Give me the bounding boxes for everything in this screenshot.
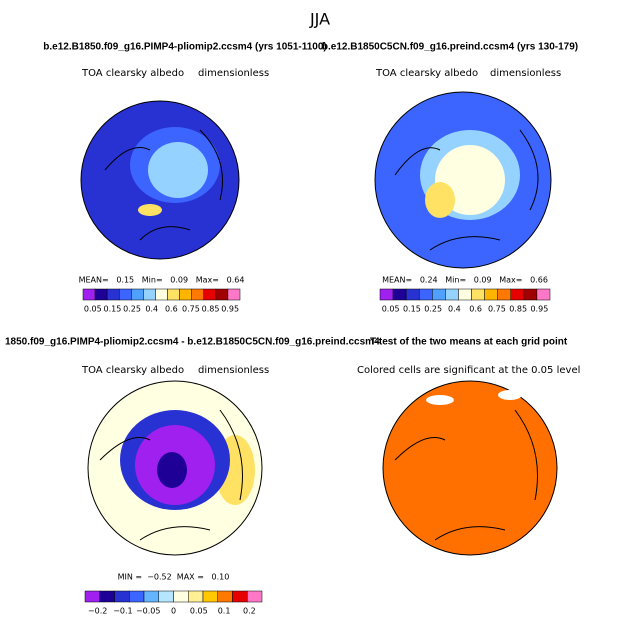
colorbar-label: −0.1 — [113, 607, 132, 616]
colorbar-label: 0.2 — [243, 607, 256, 616]
map — [80, 100, 240, 260]
colorbar-box — [118, 288, 132, 301]
colorbar-box — [188, 590, 204, 603]
field-label: TOA clearsky albedo — [375, 68, 478, 79]
colorbar-box — [99, 590, 115, 603]
colorbar-box — [94, 288, 108, 301]
stats: MEAN= 0.24 Min= 0.09 Max= 0.66 — [382, 276, 548, 285]
colorbar-label: −0.05 — [136, 607, 161, 616]
colorbar-box — [203, 288, 217, 301]
colorbar-label: 0.15 — [104, 305, 122, 314]
colorbar-label: 0.6 — [165, 305, 178, 314]
colorbar-box — [143, 288, 156, 301]
stats: MIN = −0.52 MAX = 0.10 — [118, 573, 230, 582]
colorbar-box — [392, 288, 407, 301]
colorbar-box — [536, 288, 551, 301]
colorbar-label: 0.75 — [488, 305, 506, 314]
colorbar-label: 0.95 — [530, 305, 548, 314]
colorbar-label: 0.05 — [382, 305, 400, 314]
panel-title: b.e12.B1850.f09_g16.PIMP4-pliomip2.ccsm4… — [43, 42, 327, 53]
units-label: dimensionless — [490, 68, 561, 79]
panel-title: 1850.f09_g16.PIMP4-pliomip2.ccsm4 - b.e1… — [5, 337, 380, 348]
colorbar-box — [227, 288, 241, 301]
stats: MEAN= 0.15 Min= 0.09 Max= 0.64 — [79, 276, 245, 285]
field-label: Colored cells are significant at the 0.0… — [357, 365, 580, 376]
units-label: dimensionless — [198, 68, 269, 79]
colorbar-box — [217, 590, 233, 603]
colorbar-label: 0.85 — [509, 305, 527, 314]
colorbar-box — [129, 590, 145, 603]
colorbar-label: 0.95 — [221, 305, 239, 314]
units-label: dimensionless — [198, 365, 269, 376]
colorbar-box — [379, 288, 394, 301]
colorbar-label: 0.4 — [448, 305, 461, 314]
colorbar-label: 0.85 — [202, 305, 220, 314]
colorbar-box — [155, 288, 168, 301]
panel-title: b.e12.B1850C5CN.f09_g16.preind.ccsm4 (yr… — [322, 42, 578, 53]
field-label: TOA clearsky albedo — [81, 68, 184, 79]
colorbar-box — [167, 288, 180, 301]
colorbar-label: 0.05 — [190, 607, 208, 616]
colorbar-label: 0.25 — [424, 305, 442, 314]
colorbar-box — [179, 288, 192, 301]
colorbar-box — [215, 288, 229, 301]
colorbar-label: 0.05 — [84, 305, 102, 314]
panel-title: T-test of the two means at each grid poi… — [370, 337, 568, 348]
colorbar-label: 0.1 — [218, 607, 231, 616]
colorbar-label: 0.25 — [123, 305, 141, 314]
colorbar-box — [510, 288, 525, 301]
colorbar-label: −0.2 — [88, 607, 107, 616]
colorbar-box — [247, 590, 263, 603]
main-title: JJA — [309, 10, 330, 29]
colorbar-box — [458, 288, 472, 301]
colorbar-box — [158, 590, 174, 603]
colorbar-box — [418, 288, 433, 301]
colorbar-box — [114, 590, 130, 603]
colorbar-box — [484, 288, 498, 301]
map — [382, 380, 558, 556]
colorbar-box — [232, 590, 248, 603]
colorbar-box — [202, 590, 218, 603]
colorbar-box — [405, 288, 420, 301]
colorbar-box — [84, 590, 100, 603]
colorbar-box — [82, 288, 96, 301]
map — [374, 91, 552, 269]
colorbar-box — [445, 288, 459, 301]
map — [87, 380, 263, 556]
colorbar-label: 0.75 — [182, 305, 200, 314]
colorbar-box — [143, 590, 159, 603]
colorbar-label: 0 — [171, 607, 176, 616]
colorbar-box — [173, 590, 189, 603]
colorbar-box — [191, 288, 205, 301]
colorbar-box — [131, 288, 144, 301]
colorbar-box — [497, 288, 512, 301]
colorbar-box — [523, 288, 538, 301]
colorbar-box — [471, 288, 485, 301]
colorbar-label: 0.15 — [403, 305, 421, 314]
colorbar-box — [106, 288, 120, 301]
colorbar-box — [432, 288, 446, 301]
colorbar-label: 0.4 — [145, 305, 158, 314]
field-label: TOA clearsky albedo — [81, 365, 184, 376]
colorbar-label: 0.6 — [469, 305, 482, 314]
